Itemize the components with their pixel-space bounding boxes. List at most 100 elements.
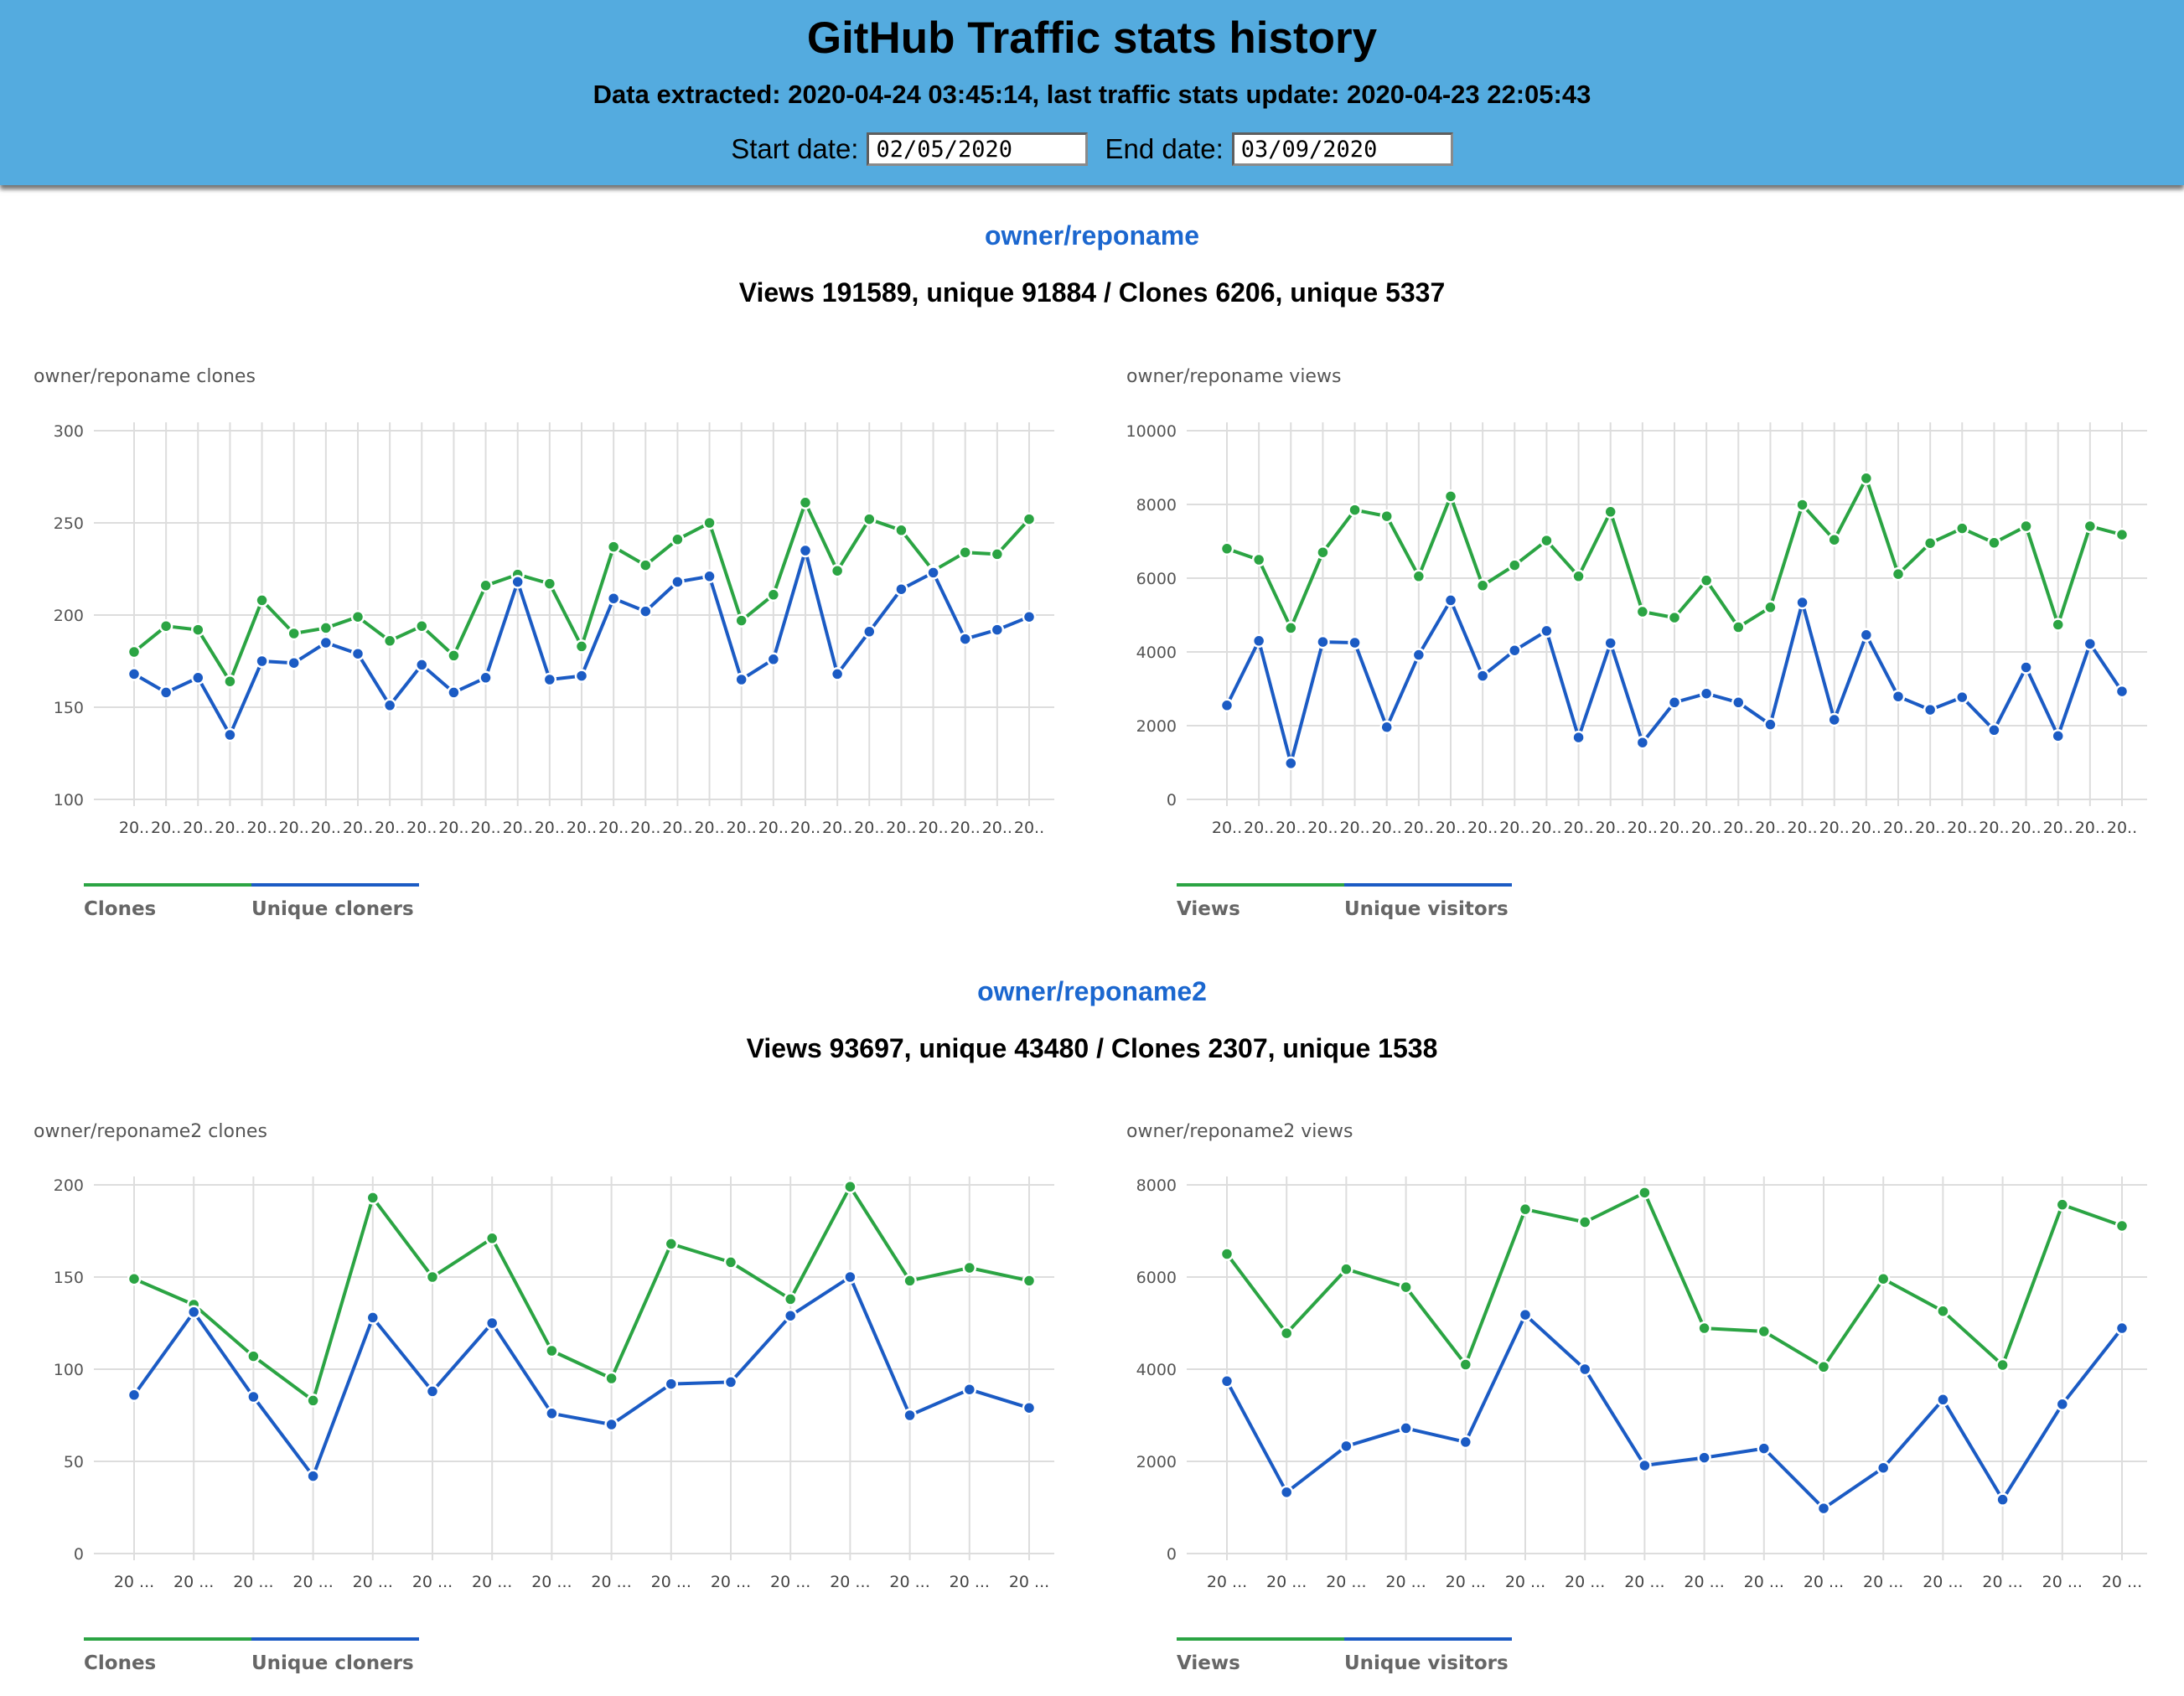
data-point[interactable] xyxy=(382,633,397,649)
data-point[interactable] xyxy=(639,558,653,572)
data-point[interactable] xyxy=(1348,635,1362,650)
data-point[interactable] xyxy=(2083,519,2098,534)
data-point[interactable] xyxy=(862,624,877,639)
data-point[interactable] xyxy=(1251,552,1266,567)
data-point[interactable] xyxy=(1757,1441,1772,1456)
data-point[interactable] xyxy=(2051,618,2065,632)
data-point[interactable] xyxy=(766,652,781,667)
data-point[interactable] xyxy=(1339,1439,1353,1454)
legend-item[interactable]: Unique cloners xyxy=(251,1637,419,1674)
data-point[interactable] xyxy=(723,1255,738,1269)
data-point[interactable] xyxy=(425,1384,440,1399)
data-point[interactable] xyxy=(1411,569,1426,584)
data-point[interactable] xyxy=(574,639,589,654)
data-point[interactable] xyxy=(1508,643,1522,658)
data-point[interactable] xyxy=(1697,1450,1711,1465)
end-date-input[interactable] xyxy=(1231,132,1453,166)
data-point[interactable] xyxy=(1518,1307,1533,1322)
data-point[interactable] xyxy=(191,670,205,685)
data-point[interactable] xyxy=(350,646,365,661)
data-point[interactable] xyxy=(1731,695,1746,710)
data-point[interactable] xyxy=(484,1231,499,1246)
data-point[interactable] xyxy=(1411,648,1426,662)
data-point[interactable] xyxy=(958,545,972,560)
data-point[interactable] xyxy=(1891,566,1906,582)
legend-item[interactable]: Unique visitors xyxy=(1344,1637,1512,1674)
data-point[interactable] xyxy=(990,547,1005,561)
data-point[interactable] xyxy=(1757,1324,1772,1339)
legend-item[interactable]: Views xyxy=(1177,883,1344,920)
data-point[interactable] xyxy=(1219,698,1234,713)
data-point[interactable] xyxy=(447,685,461,700)
data-point[interactable] xyxy=(1936,1393,1950,1407)
data-point[interactable] xyxy=(1955,690,1969,705)
data-point[interactable] xyxy=(1577,1215,1592,1229)
data-point[interactable] xyxy=(2083,637,2098,651)
data-point[interactable] xyxy=(1795,498,1809,512)
data-point[interactable] xyxy=(1987,723,2001,737)
data-point[interactable] xyxy=(1955,521,1969,535)
data-point[interactable] xyxy=(1022,609,1037,624)
data-point[interactable] xyxy=(1251,633,1266,649)
legend-item[interactable]: Unique cloners xyxy=(251,883,419,920)
data-point[interactable] xyxy=(1475,669,1490,683)
legend-item[interactable]: Clones xyxy=(84,1637,251,1674)
data-point[interactable] xyxy=(1399,1280,1413,1295)
data-point[interactable] xyxy=(862,512,877,526)
data-point[interactable] xyxy=(1508,558,1522,572)
data-point[interactable] xyxy=(545,1343,559,1358)
data-point[interactable] xyxy=(1936,1304,1950,1318)
data-point[interactable] xyxy=(1923,535,1938,551)
data-point[interactable] xyxy=(415,658,429,672)
legend-item[interactable]: Unique visitors xyxy=(1344,883,1512,920)
data-point[interactable] xyxy=(287,655,301,670)
data-point[interactable] xyxy=(545,1406,559,1421)
data-point[interactable] xyxy=(1638,1458,1652,1473)
data-point[interactable] xyxy=(1379,509,1394,524)
data-point[interactable] xyxy=(604,1417,618,1432)
data-point[interactable] xyxy=(783,1308,798,1323)
data-point[interactable] xyxy=(1571,730,1586,745)
data-point[interactable] xyxy=(1697,1321,1711,1336)
data-point[interactable] xyxy=(1763,717,1778,732)
data-point[interactable] xyxy=(415,618,429,633)
data-point[interactable] xyxy=(1443,593,1458,608)
data-point[interactable] xyxy=(255,654,269,669)
data-point[interactable] xyxy=(1348,503,1362,517)
data-point[interactable] xyxy=(604,1371,618,1386)
data-point[interactable] xyxy=(1339,1262,1353,1276)
data-point[interactable] xyxy=(1667,695,1682,710)
data-point[interactable] xyxy=(1827,712,1841,727)
data-point[interactable] xyxy=(1876,1461,1891,1475)
data-point[interactable] xyxy=(798,543,813,558)
data-point[interactable] xyxy=(255,593,269,608)
data-point[interactable] xyxy=(1795,595,1809,610)
data-point[interactable] xyxy=(1891,689,1906,704)
data-point[interactable] xyxy=(1603,504,1617,520)
data-point[interactable] xyxy=(127,644,142,659)
data-point[interactable] xyxy=(1699,686,1714,701)
data-point[interactable] xyxy=(1022,512,1037,526)
data-point[interactable] xyxy=(1638,1186,1652,1200)
data-point[interactable] xyxy=(723,1375,738,1389)
data-point[interactable] xyxy=(1316,634,1330,649)
data-point[interactable] xyxy=(962,1382,977,1397)
data-point[interactable] xyxy=(186,1305,201,1320)
data-point[interactable] xyxy=(1699,573,1714,587)
data-point[interactable] xyxy=(246,1389,261,1404)
data-point[interactable] xyxy=(1219,1374,1234,1388)
data-point[interactable] xyxy=(350,609,365,624)
data-point[interactable] xyxy=(1219,541,1234,556)
data-point[interactable] xyxy=(1816,1360,1831,1374)
data-point[interactable] xyxy=(1859,471,1874,486)
data-point[interactable] xyxy=(894,582,908,597)
data-point[interactable] xyxy=(318,621,334,635)
data-point[interactable] xyxy=(1284,756,1298,771)
data-point[interactable] xyxy=(382,698,397,713)
data-point[interactable] xyxy=(783,1292,798,1306)
data-point[interactable] xyxy=(127,1388,142,1403)
data-point[interactable] xyxy=(639,604,653,618)
data-point[interactable] xyxy=(1995,1357,2010,1373)
data-point[interactable] xyxy=(1763,600,1778,615)
data-point[interactable] xyxy=(1635,604,1650,619)
